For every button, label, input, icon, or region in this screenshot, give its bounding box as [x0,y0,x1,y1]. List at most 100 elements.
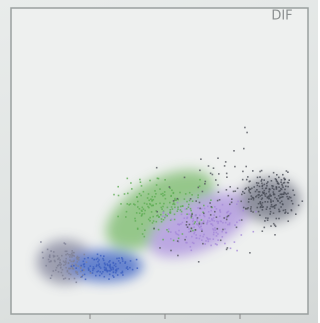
dot [213,214,215,216]
dot [262,207,264,209]
dot [257,194,259,196]
dot [84,274,86,276]
dot [186,201,188,203]
dot [234,166,236,168]
dot [251,188,253,190]
dot [158,229,160,231]
dot [115,272,117,274]
dot [218,191,220,193]
dot [62,269,64,271]
dot [181,214,183,216]
dot [217,239,219,241]
dot [102,271,104,273]
dot [229,224,231,226]
dot [180,223,182,225]
dot [95,275,97,277]
dot [255,191,257,193]
dot [264,220,266,222]
dot [214,220,216,222]
dot [146,203,148,205]
dot [192,230,194,232]
dot [127,178,129,180]
dot [236,203,238,205]
dot [50,277,52,279]
dot [186,224,188,226]
dot [137,206,139,208]
dot [152,222,154,224]
dot [80,267,82,269]
dot [40,241,42,243]
dot [208,241,210,243]
dot [133,203,135,205]
dot [291,200,293,202]
dot [169,212,171,214]
dot [250,198,252,200]
dot [192,218,194,220]
dot [83,269,85,271]
dot [286,193,288,195]
dot [84,258,86,260]
dot [90,271,92,273]
dot [177,198,179,200]
dot [262,230,264,232]
dot [205,240,207,242]
dot [177,255,179,257]
dot [257,207,259,209]
dot [71,250,73,252]
dot [216,244,218,246]
dot [289,196,291,198]
dot [229,204,231,206]
dot [172,208,174,210]
dot [187,226,189,228]
dot [246,179,248,181]
dot [55,269,57,271]
dot [271,204,273,206]
dot [282,174,284,176]
dot [45,265,47,267]
dot [235,190,237,192]
dot [264,184,266,186]
dot [226,232,228,234]
dot [178,224,180,226]
dot [259,202,261,204]
dot [63,278,65,280]
dot [125,216,127,218]
dot [203,223,205,225]
dot [224,243,226,245]
dot [122,260,124,262]
dot [149,220,151,222]
dot [261,179,263,181]
dot [84,254,86,256]
dot [157,178,159,180]
dot [165,214,167,216]
dot [148,207,150,209]
dot [258,211,260,213]
dot [248,187,250,189]
dot [65,258,67,260]
dot [162,206,164,208]
dot [200,235,202,237]
dot [173,240,175,242]
dot [166,215,168,217]
dot [108,261,110,263]
dot [257,177,259,179]
dot [250,208,252,210]
dot [139,179,141,181]
dot [53,255,55,257]
dot [172,203,174,205]
dot [177,202,179,204]
dot [182,222,184,224]
dot [62,275,64,277]
dot [71,253,73,255]
dot [211,206,213,208]
dot [262,202,264,204]
dot [201,219,203,221]
dot [67,253,69,255]
dot [217,200,219,202]
dot [189,200,191,202]
dot [281,193,283,195]
dot [191,236,193,238]
dot [276,218,278,220]
dot [196,223,198,225]
dot [162,193,164,195]
